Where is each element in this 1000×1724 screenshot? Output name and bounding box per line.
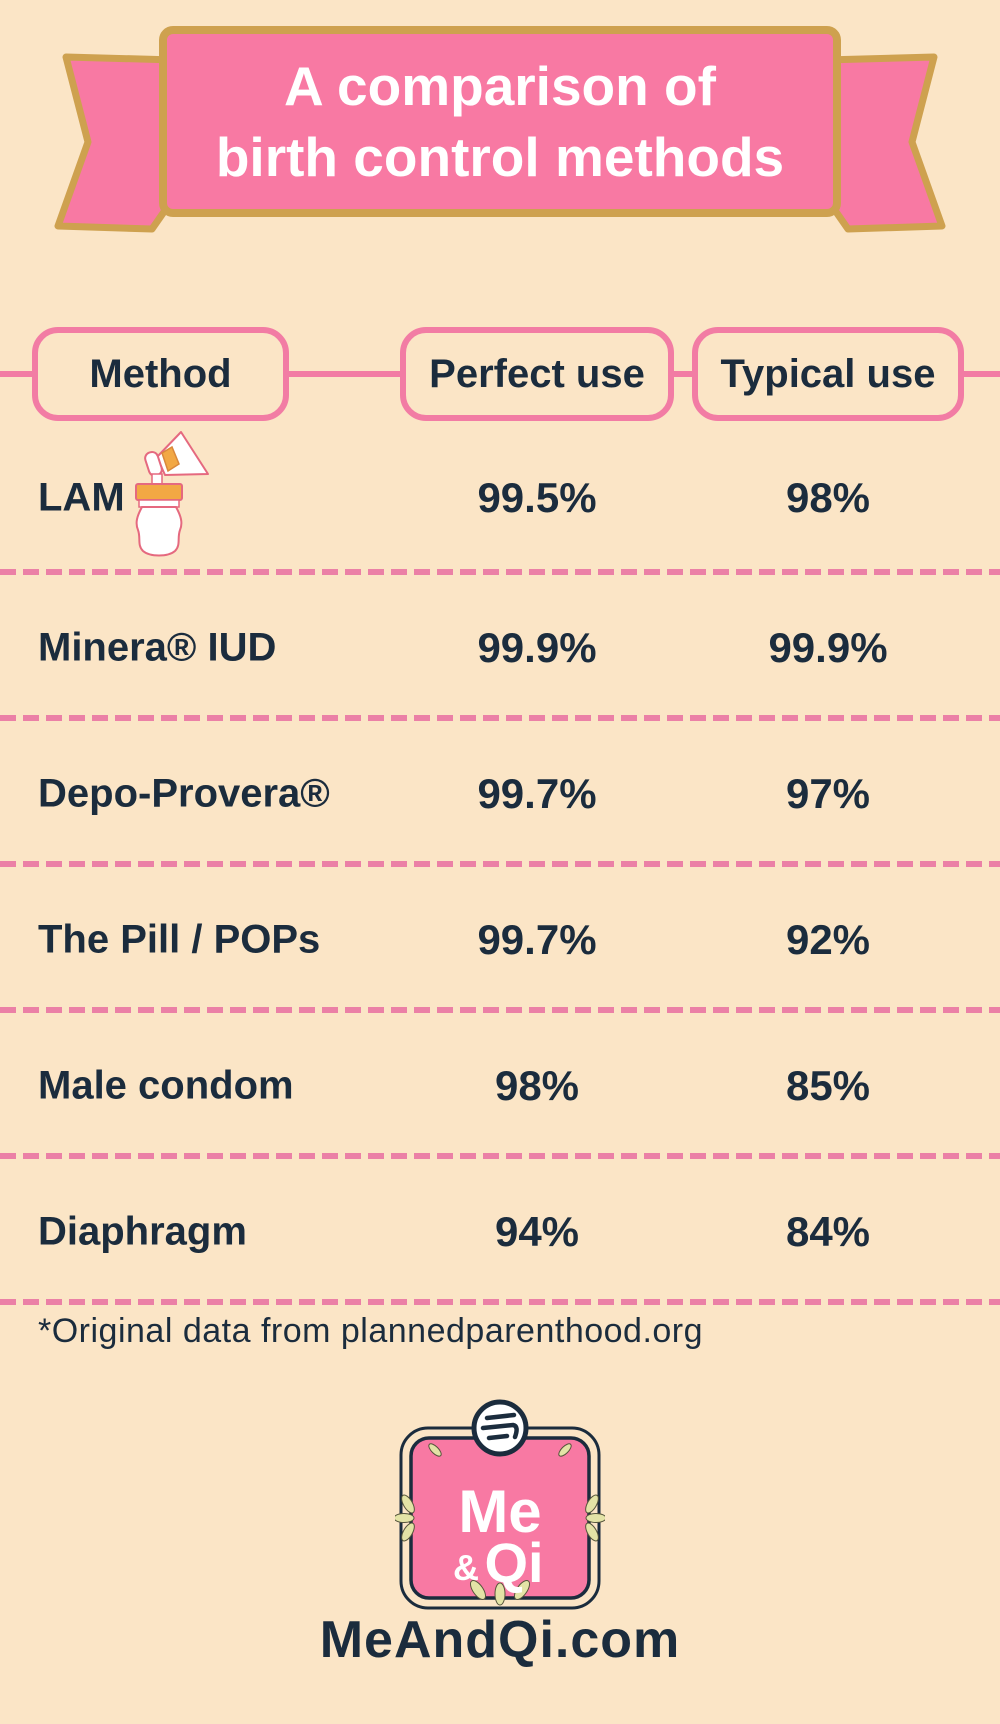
perfect-use-value: 99.9%	[477, 624, 597, 671]
ribbon-tail-right	[821, 53, 946, 233]
method-label: LAM	[38, 475, 125, 520]
method-label: The Pill / POPs	[38, 917, 321, 962]
ribbon-tail-left	[54, 53, 179, 233]
typical-use-value: 98%	[785, 474, 871, 521]
source-footnote: *Original data from plannedparenthood.or…	[38, 1312, 704, 1350]
breast-pump-icon	[135, 431, 209, 557]
table-row-pill-pops: The Pill / POPs 99.7% 92%	[0, 867, 1000, 1013]
page-title: A comparison of birth control methods	[163, 30, 837, 213]
perfect-use-value: 99.7%	[477, 770, 597, 817]
table-row-diaphragm: Diaphragm 94% 84%	[0, 1159, 1000, 1305]
column-header-perfect-use: Perfect use	[400, 327, 674, 421]
column-header-typical-use-label: Typical use	[720, 351, 936, 396]
table-row-minera-iud: Minera® IUD 99.9% 99.9%	[0, 575, 1000, 721]
table-row-depo-provera: Depo-Provera® 99.7% 97%	[0, 721, 1000, 867]
typical-use-value: 97%	[785, 770, 871, 817]
method-label: Minera® IUD	[38, 625, 277, 670]
typical-use-value: 85%	[785, 1062, 871, 1109]
website-url: MeAndQi.com	[319, 1611, 681, 1669]
comparison-table: LAM 99.5% 98% Minera® IUD	[0, 421, 1000, 1305]
column-header-typical-use: Typical use	[692, 327, 964, 421]
method-label: Diaphragm	[38, 1209, 247, 1254]
leaf-decoration-bottom	[469, 1580, 531, 1606]
qi-steam-icon	[471, 1399, 529, 1457]
logo-text-me: Me	[458, 1478, 541, 1545]
title-line-2: birth control methods	[215, 125, 785, 188]
logo-text-qi: Qi	[484, 1531, 543, 1594]
typical-use-value: 92%	[785, 916, 871, 963]
perfect-use-value: 94%	[494, 1208, 580, 1255]
perfect-use-value: 98%	[494, 1062, 580, 1109]
column-header-method-label: Method	[89, 351, 232, 396]
typical-use-value: 84%	[785, 1208, 871, 1255]
column-header-method: Method	[32, 327, 289, 421]
leaf-decoration-corners	[428, 1443, 572, 1457]
logo-text-amp: &	[453, 1547, 479, 1588]
title-line-1: A comparison of	[284, 55, 716, 118]
perfect-use-value: 99.5%	[477, 474, 597, 521]
table-row-male-condom: Male condom 98% 85%	[0, 1013, 1000, 1159]
ribbon-banner	[54, 26, 946, 233]
perfect-use-value: 99.7%	[477, 916, 597, 963]
leaf-decoration-left	[393, 1494, 415, 1542]
method-label: Depo-Provera®	[38, 771, 330, 816]
table-row-lam: LAM 99.5% 98%	[0, 421, 1000, 575]
column-header-perfect-use-label: Perfect use	[429, 351, 645, 396]
method-label: Male condom	[38, 1063, 294, 1108]
meandqi-logo: Me & Qi	[393, 1398, 607, 1619]
ribbon-panel	[159, 26, 841, 217]
typical-use-value: 99.9%	[768, 624, 888, 671]
